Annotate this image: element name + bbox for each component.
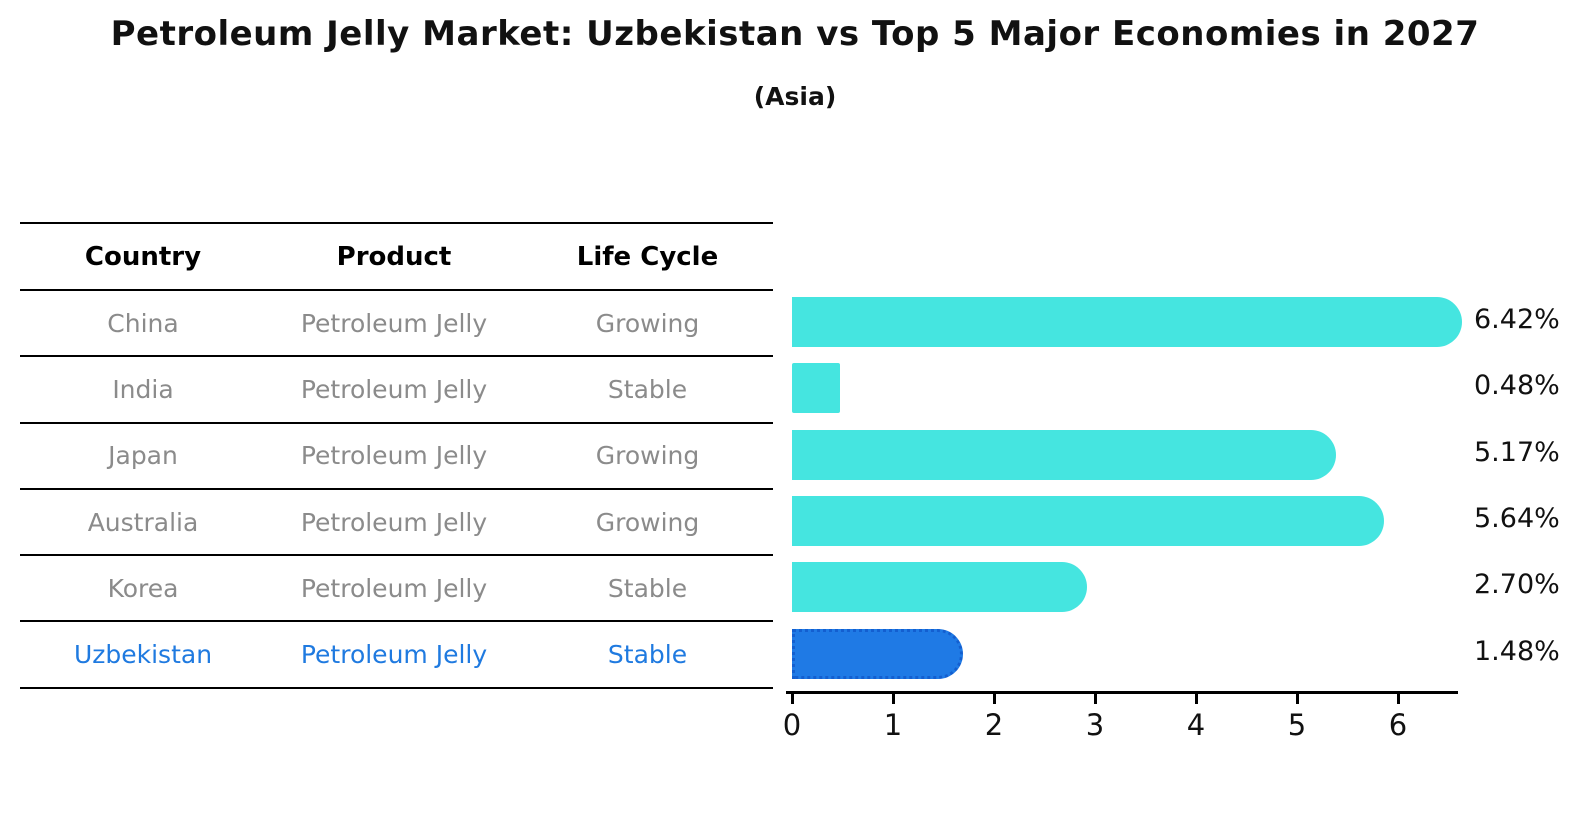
table-cell-life-cycle: Stable — [607, 640, 688, 670]
x-axis-tick — [993, 694, 996, 704]
country-table: Country Product Life Cycle China Petrole… — [20, 222, 773, 689]
table-cell-country: Uzbekistan — [73, 640, 213, 670]
x-axis-line — [786, 691, 1458, 694]
bar-value-label: 1.48% — [1474, 635, 1560, 667]
bar-value-label: 2.70% — [1474, 569, 1560, 601]
table-row: India Petroleum Jelly Stable — [20, 357, 773, 424]
x-axis-tick-label: 4 — [1186, 708, 1206, 742]
x-axis-tick-label: 6 — [1388, 708, 1408, 742]
bar-australia — [792, 496, 1384, 547]
table-cell-country: Japan — [108, 441, 178, 471]
bar-uzbekistan-highlight — [792, 628, 964, 679]
bar-value-label: 5.64% — [1474, 503, 1560, 535]
x-axis-tick — [1094, 694, 1097, 704]
x-axis-tick — [1195, 694, 1198, 704]
x-axis-tick — [892, 694, 895, 704]
table-cell-country: Korea — [107, 573, 179, 603]
table-body: China Petroleum Jelly Growing India Petr… — [20, 291, 773, 689]
x-axis-tick — [1397, 694, 1400, 704]
table-cell-product: Petroleum Jelly — [300, 308, 488, 338]
table-cell-life-cycle: Growing — [595, 507, 700, 537]
x-axis-tick — [791, 694, 794, 704]
table-cell-country: Australia — [87, 507, 199, 537]
bar-korea — [792, 562, 1087, 613]
chart-subtitle: (Asia) — [753, 82, 837, 111]
table-row: Australia Petroleum Jelly Growing — [20, 490, 773, 557]
table-row: Uzbekistan Petroleum Jelly Stable — [20, 622, 773, 689]
table-cell-product: Petroleum Jelly — [300, 573, 488, 603]
table-cell-product: Petroleum Jelly — [300, 374, 488, 404]
table-header-row: Country Product Life Cycle — [20, 222, 773, 291]
table-cell-product: Petroleum Jelly — [300, 441, 488, 471]
bar-value-label: 0.48% — [1474, 370, 1560, 402]
table-row: Korea Petroleum Jelly Stable — [20, 556, 773, 623]
x-axis-tick-label: 5 — [1287, 708, 1307, 742]
table-header-product: Product — [336, 241, 452, 272]
bar-japan — [792, 429, 1337, 480]
chart-title: Petroleum Jelly Market: Uzbekistan vs To… — [110, 14, 1480, 54]
table-cell-life-cycle: Stable — [607, 573, 688, 603]
x-axis-tick-label: 0 — [782, 708, 802, 742]
table-header-life-cycle: Life Cycle — [576, 241, 719, 272]
table-cell-country: India — [112, 374, 174, 404]
table-row: China Petroleum Jelly Growing — [20, 291, 773, 358]
x-axis-tick-label: 1 — [883, 708, 903, 742]
table-cell-life-cycle: Growing — [595, 441, 700, 471]
bar-value-label: 6.42% — [1474, 304, 1560, 336]
bar-india — [792, 363, 841, 414]
table-cell-life-cycle: Growing — [595, 308, 700, 338]
table-header-country: Country — [84, 241, 202, 272]
bar-china — [792, 297, 1463, 348]
table-cell-country: China — [107, 308, 179, 338]
x-axis-tick — [1296, 694, 1299, 704]
x-axis-tick-label: 3 — [1085, 708, 1105, 742]
x-axis-tick-label: 2 — [984, 708, 1004, 742]
table-cell-life-cycle: Stable — [607, 374, 688, 404]
table-cell-product: Petroleum Jelly — [300, 640, 488, 670]
bar-value-label: 5.17% — [1474, 436, 1560, 468]
table-row: Japan Petroleum Jelly Growing — [20, 424, 773, 490]
table-cell-product: Petroleum Jelly — [300, 507, 488, 537]
